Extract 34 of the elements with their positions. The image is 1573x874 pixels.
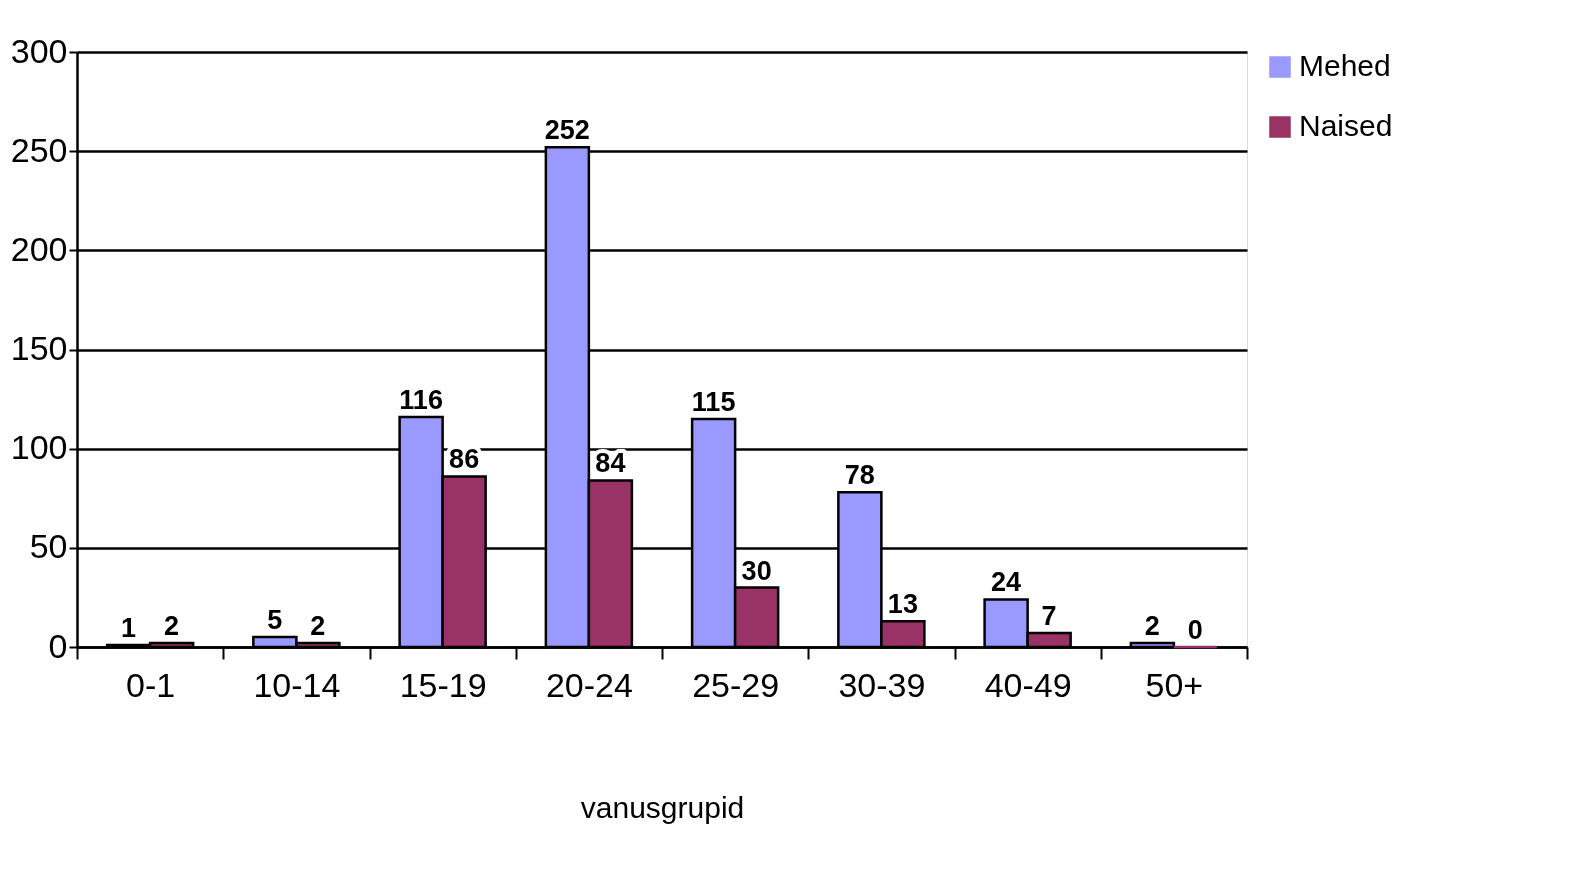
legend-label: Naised bbox=[1299, 109, 1393, 142]
x-tick-label: 30-39 bbox=[838, 665, 926, 704]
data-label: 86 bbox=[449, 444, 480, 475]
x-tick-label: 0-1 bbox=[126, 665, 176, 704]
data-label: 0 bbox=[1187, 615, 1203, 645]
data-label: 5 bbox=[267, 605, 283, 636]
data-label: 84 bbox=[595, 448, 626, 479]
data-label: 7 bbox=[1041, 601, 1057, 632]
data-label: 2 bbox=[1144, 611, 1160, 642]
x-axis-title: vanusgrupid bbox=[580, 790, 745, 824]
x-tick-label: 20-24 bbox=[545, 665, 633, 704]
y-tick-label: 200 bbox=[10, 229, 68, 268]
data-label: 78 bbox=[844, 460, 875, 491]
data-label: 116 bbox=[399, 384, 443, 415]
data-label: 30 bbox=[741, 555, 772, 586]
data-label: 252 bbox=[544, 115, 590, 146]
y-tick-label: 50 bbox=[29, 527, 68, 566]
y-tick-label: 250 bbox=[10, 130, 68, 169]
x-tick-label: 40-49 bbox=[984, 665, 1072, 704]
x-tick-label: 50+ bbox=[1145, 665, 1204, 704]
y-tick-label: 300 bbox=[10, 31, 68, 70]
data-label: 24 bbox=[991, 567, 1022, 598]
y-tick-label: 0 bbox=[48, 626, 68, 665]
x-tick-label: 25-29 bbox=[692, 665, 780, 704]
x-tick-label: 15-19 bbox=[399, 665, 487, 704]
data-label: 13 bbox=[887, 589, 918, 620]
data-label: 2 bbox=[164, 611, 180, 642]
data-label: 1 bbox=[121, 613, 137, 644]
data-label: 2 bbox=[310, 611, 326, 642]
y-tick-label: 100 bbox=[10, 428, 68, 467]
y-tick-label: 150 bbox=[10, 329, 68, 367]
legend-label: Mehed bbox=[1299, 49, 1391, 82]
x-tick-label: 10-14 bbox=[253, 665, 341, 704]
data-label: 115 bbox=[691, 386, 736, 417]
